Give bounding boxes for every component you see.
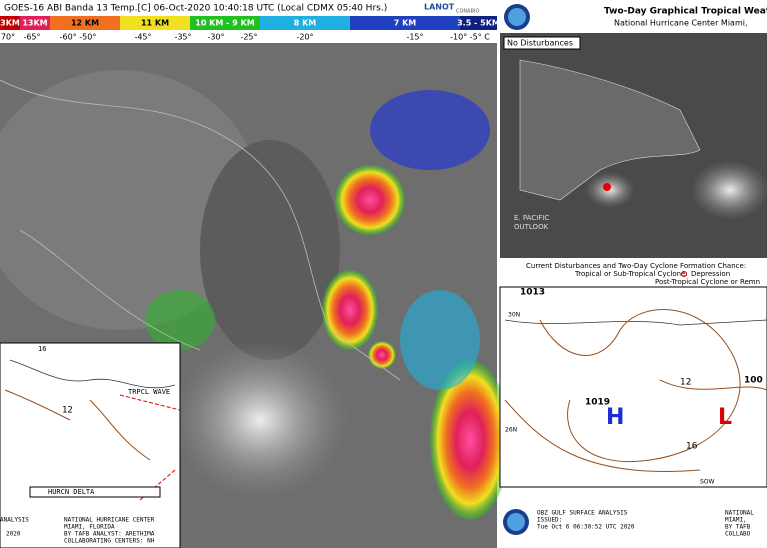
isobar-label: 1019 (585, 398, 610, 408)
color-band (260, 16, 350, 30)
temp-label: -60° -50° (60, 33, 97, 42)
temp-label: -25° (240, 33, 257, 42)
surface-footer: NATIONAL (725, 510, 754, 517)
inset-label: HURCN DELTA (48, 488, 95, 496)
outlook-status: No Disturbances (507, 39, 573, 48)
low-pressure: L (718, 405, 732, 430)
band-label: 10 KM - 9 KM (195, 19, 255, 28)
temp-label: -65° (23, 33, 40, 42)
surface-footer: ISSUED: (537, 517, 562, 524)
epac-label: OUTLOOK (514, 223, 549, 231)
surface-panel: 1013 1019 H L 12 16 100 26N 30N SOW OBZ … (499, 286, 767, 538)
temp-label: -10° -5° C (450, 33, 490, 42)
color-band (120, 16, 190, 30)
inset-label: 12 (62, 406, 73, 416)
band-label: 13KM (22, 19, 47, 28)
temp-label: -45° (134, 33, 151, 42)
high-pressure: H (606, 405, 624, 430)
epac-label: E. PACIFIC (514, 214, 549, 222)
color-band (50, 16, 120, 30)
lon-label: SOW (700, 479, 715, 486)
temp-label: 70° (1, 33, 15, 42)
logo: CONABIO (456, 9, 479, 15)
surface-footer: COLLABO (725, 531, 751, 538)
logo: LANOT (424, 3, 455, 12)
temp-label: -35° (174, 33, 191, 42)
inset-label: 16 (38, 345, 46, 353)
inset-footer: NATIONAL HURRICANE CENTER (64, 517, 155, 524)
goes-title: GOES-16 ABI Banda 13 Temp.[C] 06-Oct-202… (4, 4, 387, 14)
band-label: 8 KM (294, 19, 317, 28)
legend-text: Tropical or Sub-Tropical Cyclone: (574, 270, 688, 278)
color-band (190, 16, 260, 30)
color-band (350, 16, 460, 30)
band-label: 11 KM (141, 19, 169, 28)
color-band (0, 16, 20, 30)
lat-label: 30N (508, 312, 520, 319)
inset-map: TRPCL WAVE 12 16 HURCN DELTA ANALYSIS 20… (0, 342, 181, 548)
inset-footer: BY TAFB ANALYST: ARETHIMA (64, 531, 155, 538)
lat-label: 26N (505, 427, 517, 434)
band-label: 3KM (0, 19, 20, 28)
surface-footer: MIAMI, (725, 517, 747, 524)
inset-footer: MIAMI, FLORIDA (64, 524, 115, 531)
outlook-title: Two-Day Graphical Tropical Weat (604, 7, 767, 17)
temp-label: -15° (406, 33, 423, 42)
band-label: 7 KM (394, 19, 417, 28)
inset-footer: ANALYSIS (0, 517, 29, 524)
legend-text: Depression (691, 270, 730, 278)
color-band (460, 16, 497, 30)
surface-footer: BY TAFB (725, 524, 751, 531)
outlook-subtitle: National Hurricane Center Miami, (614, 19, 748, 28)
legend-heading: Current Disturbances and Two-Day Cyclone… (526, 262, 746, 270)
goes-panel: GOES-16 ABI Banda 13 Temp.[C] 06-Oct-202… (0, 2, 510, 548)
outlook-panel: Two-Day Graphical Tropical Weat National… (497, 0, 767, 286)
inset-footer: 2020 (6, 531, 21, 538)
isobar-label: 1013 (520, 288, 545, 298)
isobar-label: 100 (744, 376, 763, 386)
temp-label: -30° (207, 33, 224, 42)
band-label: 12 KM (71, 19, 99, 28)
color-band (20, 16, 50, 30)
isobar-label: 12 (680, 378, 691, 388)
inset-label: TRPCL WAVE (128, 388, 170, 396)
surface-footer: OBZ GULF SURFACE ANALYSIS (537, 510, 628, 517)
isobar-label: 16 (686, 442, 698, 452)
inset-footer: COLLABORATING CENTERS: NH (64, 538, 155, 545)
surface-footer: Tue Oct 6 06:30:52 UTC 2020 (537, 524, 635, 531)
temp-label: -20° (296, 33, 313, 42)
legend-text: Post-Tropical Cyclone or Remn (655, 278, 760, 286)
band-label: 3.5 - 5KM (457, 19, 500, 28)
temp-row (0, 30, 497, 43)
